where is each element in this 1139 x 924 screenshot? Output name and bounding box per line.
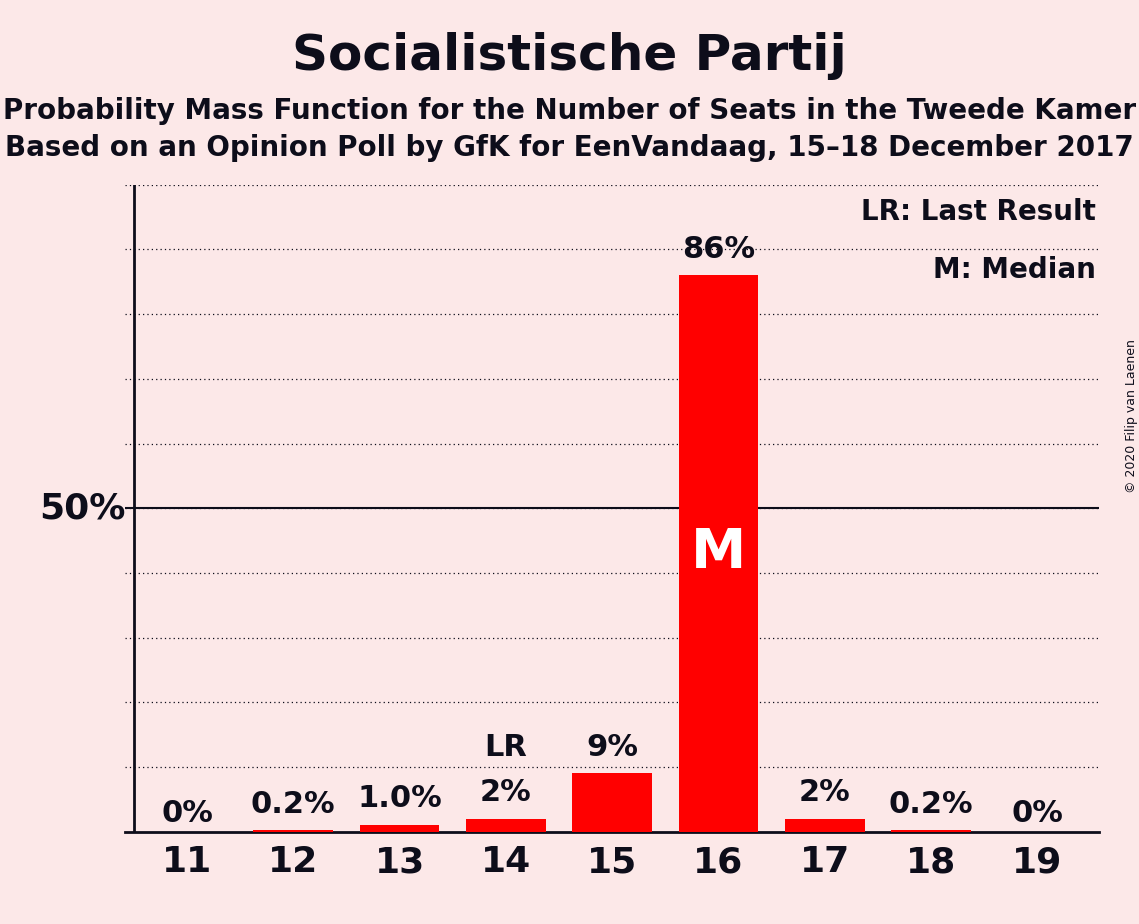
Text: 50%: 50% xyxy=(39,492,125,525)
Text: 2%: 2% xyxy=(480,778,532,807)
Bar xyxy=(253,831,333,832)
Text: 0%: 0% xyxy=(161,799,213,828)
Text: 86%: 86% xyxy=(682,235,755,263)
Bar xyxy=(679,275,759,832)
Text: Probability Mass Function for the Number of Seats in the Tweede Kamer: Probability Mass Function for the Number… xyxy=(3,97,1136,125)
Text: LR: Last Result: LR: Last Result xyxy=(861,198,1096,225)
Bar xyxy=(892,831,972,832)
Bar xyxy=(785,819,865,832)
Text: © 2020 Filip van Laenen: © 2020 Filip van Laenen xyxy=(1124,339,1138,492)
Text: M: Median: M: Median xyxy=(933,256,1096,284)
Bar xyxy=(360,825,440,832)
Text: 0.2%: 0.2% xyxy=(251,790,336,819)
Text: 0%: 0% xyxy=(1011,799,1064,828)
Text: 2%: 2% xyxy=(798,778,851,807)
Text: 9%: 9% xyxy=(587,733,638,761)
Bar xyxy=(466,819,546,832)
Text: 0.2%: 0.2% xyxy=(888,790,974,819)
Text: 1.0%: 1.0% xyxy=(358,784,442,813)
Text: LR: LR xyxy=(484,733,527,761)
Text: Based on an Opinion Poll by GfK for EenVandaag, 15–18 December 2017: Based on an Opinion Poll by GfK for EenV… xyxy=(5,134,1134,162)
Text: M: M xyxy=(691,527,746,580)
Text: Socialistische Partij: Socialistische Partij xyxy=(292,32,847,80)
Bar xyxy=(572,773,653,832)
